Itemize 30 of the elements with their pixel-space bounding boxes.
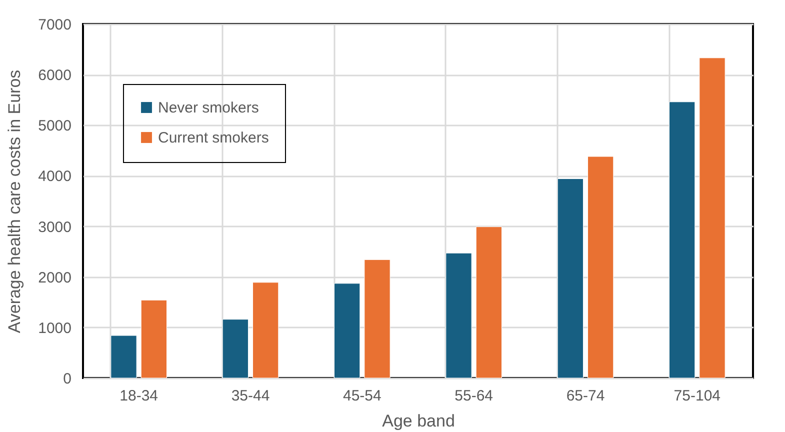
bar	[364, 259, 390, 378]
x-tick-label: 35-44	[231, 388, 270, 404]
bar	[699, 58, 726, 378]
bar	[446, 252, 472, 378]
bar	[588, 156, 614, 378]
bar	[476, 226, 502, 378]
bar	[334, 283, 360, 378]
legend-label: Current smokers	[158, 130, 269, 146]
x-tick-label: 18-34	[120, 388, 158, 404]
x-tick-label: 65-74	[566, 388, 605, 404]
legend-label: Never smokers	[158, 100, 259, 116]
y-tick-label: 2000	[38, 269, 72, 286]
bar	[140, 300, 167, 378]
bar	[557, 178, 584, 378]
y-tick-label: 5000	[38, 118, 72, 135]
x-tick-label: 75-104	[674, 388, 721, 404]
y-tick-label: 4000	[38, 168, 72, 186]
y-tick-label: 3000	[38, 218, 72, 236]
y-tick-label: 0	[63, 370, 72, 388]
bar	[252, 282, 279, 378]
bar	[222, 319, 248, 378]
y-tick-label: 7000	[38, 16, 72, 34]
bar	[669, 102, 696, 378]
x-tick-label: 55-64	[454, 388, 494, 404]
x-axis-title: Age band	[382, 412, 455, 430]
bar	[110, 335, 137, 378]
y-tick-label: 1000	[38, 320, 72, 337]
x-tick-label: 45-54	[342, 388, 382, 404]
y-axis-title: Average health care costs in Euros	[5, 70, 24, 334]
y-tick-label: 6000	[38, 67, 72, 84]
